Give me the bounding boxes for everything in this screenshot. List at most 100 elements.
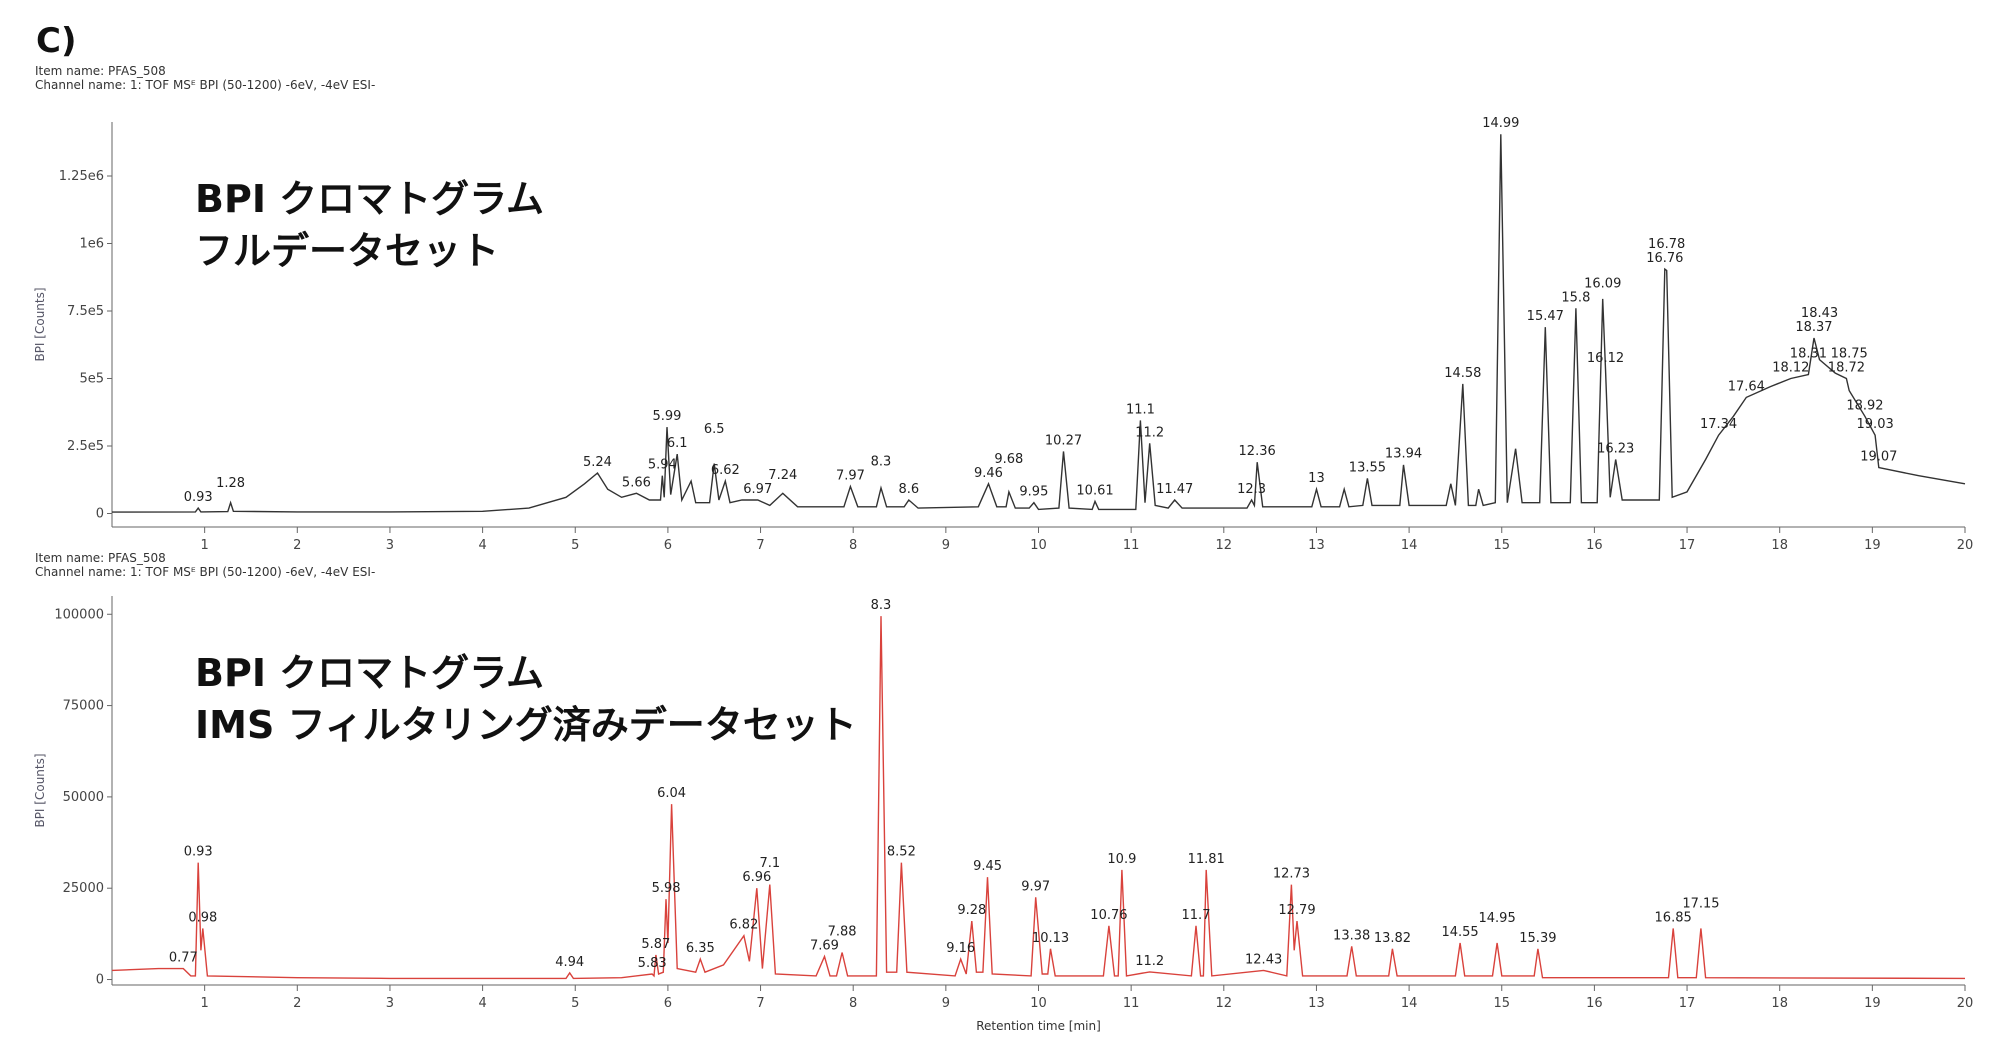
peak-label: 16.85 [1655,910,1692,925]
peak-label: 11.1 [1126,402,1155,417]
x-tick-label: 3 [386,996,394,1011]
y-tick-label: 50000 [63,790,104,805]
peak-label: 6.62 [711,463,740,478]
peak-label: 5.87 [641,937,670,952]
peak-label: 8.6 [898,482,919,497]
peak-label: 6.5 [704,422,725,437]
peak-label: 14.58 [1444,366,1481,381]
peak-label: 8.52 [887,845,916,860]
peak-label: 13 [1308,471,1325,486]
peak-label: 7.69 [810,939,839,954]
x-tick-label: 10 [1030,538,1047,553]
trace [111,616,1966,980]
peak-label: 0.77 [169,951,198,966]
x-tick-label: 11 [1123,538,1140,553]
y-tick-label: 25000 [63,881,104,896]
y-tick-label: 0 [96,973,104,988]
x-tick-label: 14 [1401,538,1418,553]
x-tick-label: 6 [664,996,672,1011]
peak-label: 17.15 [1682,896,1719,911]
peak-label: 8.3 [871,455,892,470]
x-tick-label: 12 [1216,996,1233,1011]
x-tick-label: 1 [201,538,209,553]
peak-label: 11.81 [1188,852,1225,867]
peak-label: 16.09 [1584,276,1621,291]
peak-label: 16.23 [1597,442,1634,457]
peak-label: 9.68 [994,452,1023,467]
peak-label: 19.03 [1857,417,1894,432]
peak-label: 5.83 [638,956,667,971]
annotation: BPI クロマトグラム [195,651,544,695]
item-name: Item name: PFAS_508 [35,551,166,565]
peak-label: 14.55 [1441,925,1478,940]
peak-label: 5.98 [652,881,681,896]
y-axis-label: BPI [Counts] [33,287,47,361]
peak-label: 16.12 [1587,351,1624,366]
annotation: フルデータセット [195,229,499,273]
peak-label: 11.2 [1135,425,1164,440]
peak-label: 13.94 [1385,446,1422,461]
peak-label: 9.46 [974,466,1003,481]
peak-label: 12.73 [1273,867,1310,882]
peak-label: 18.12 [1772,361,1809,376]
peak-label: 7.1 [759,856,780,871]
peak-label: 17.64 [1728,379,1765,394]
x-tick-label: 9 [942,996,950,1011]
x-tick-label: 7 [756,996,764,1011]
peak-label: 6.1 [667,436,688,451]
x-tick-label: 20 [1957,538,1974,553]
x-tick-label: 8 [849,996,857,1011]
x-tick-label: 17 [1679,996,1696,1011]
peak-label: 9.16 [946,941,975,956]
peak-label: 4.94 [555,955,584,970]
channel-name: Channel name: 1: TOF MSᴱ BPI (50-1200) -… [35,565,375,579]
peak-label: 10.27 [1045,433,1082,448]
peak-label: 12.36 [1239,444,1276,459]
peak-label: 10.13 [1032,931,1069,946]
x-tick-label: 9 [942,538,950,553]
peak-label: 6.04 [657,786,686,801]
x-tick-label: 5 [571,996,579,1011]
peak-label: 6.35 [686,941,715,956]
x-tick-label: 1 [201,996,209,1011]
peak-label: 18.72 [1828,361,1865,376]
y-tick-label: 1.25e6 [59,169,104,184]
peak-label: 11.2 [1135,954,1164,969]
peak-label: 18.75 [1831,347,1868,362]
peak-label: 16.76 [1646,251,1683,266]
peak-label: 9.97 [1021,879,1050,894]
peak-label: 12.3 [1237,482,1266,497]
x-tick-label: 19 [1864,996,1881,1011]
y-tick-label: 7.5e5 [67,304,104,319]
x-tick-label: 15 [1493,996,1510,1011]
peak-label: 18.31 [1790,347,1827,362]
x-tick-label: 12 [1216,538,1233,553]
peak-label: 7.97 [836,469,865,484]
peak-label: 5.94 [648,458,677,473]
peak-label: 13.82 [1374,931,1411,946]
y-tick-label: 2.5e5 [67,439,104,454]
y-tick-label: 75000 [63,699,104,714]
x-tick-label: 14 [1401,996,1418,1011]
peak-label: 14.95 [1479,911,1516,926]
x-tick-label: 13 [1308,538,1325,553]
y-axis-label: BPI [Counts] [33,753,47,827]
peak-label: 16.78 [1648,237,1685,252]
peak-label: 7.24 [768,468,797,483]
peak-label: 7.88 [828,925,857,940]
x-tick-label: 2 [293,538,301,553]
peak-label: 13.38 [1333,928,1370,943]
peak-label: 11.7 [1182,908,1211,923]
peak-label: 6.97 [743,482,772,497]
peak-label: 10.9 [1107,852,1136,867]
x-tick-label: 6 [664,538,672,553]
peak-label: 15.47 [1527,309,1564,324]
x-tick-label: 18 [1771,996,1788,1011]
peak-label: 15.8 [1561,290,1590,305]
trace [111,134,1966,513]
x-tick-label: 16 [1586,538,1603,553]
peak-label: 8.3 [871,598,892,613]
peak-label: 1.28 [216,476,245,491]
peak-label: 18.92 [1846,398,1883,413]
